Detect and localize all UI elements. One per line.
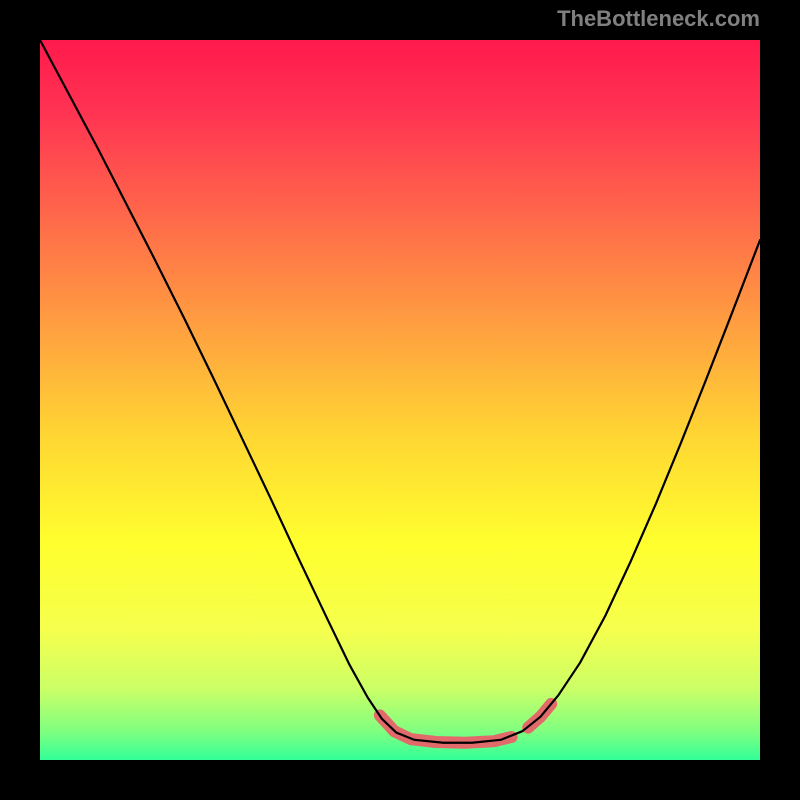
curve-layer (40, 40, 760, 760)
highlight-segment-0 (380, 715, 512, 742)
watermark-text: TheBottleneck.com (557, 6, 760, 32)
plot-area (40, 40, 760, 760)
bottleneck-curve (40, 40, 760, 743)
chart-container: TheBottleneck.com (0, 0, 800, 800)
